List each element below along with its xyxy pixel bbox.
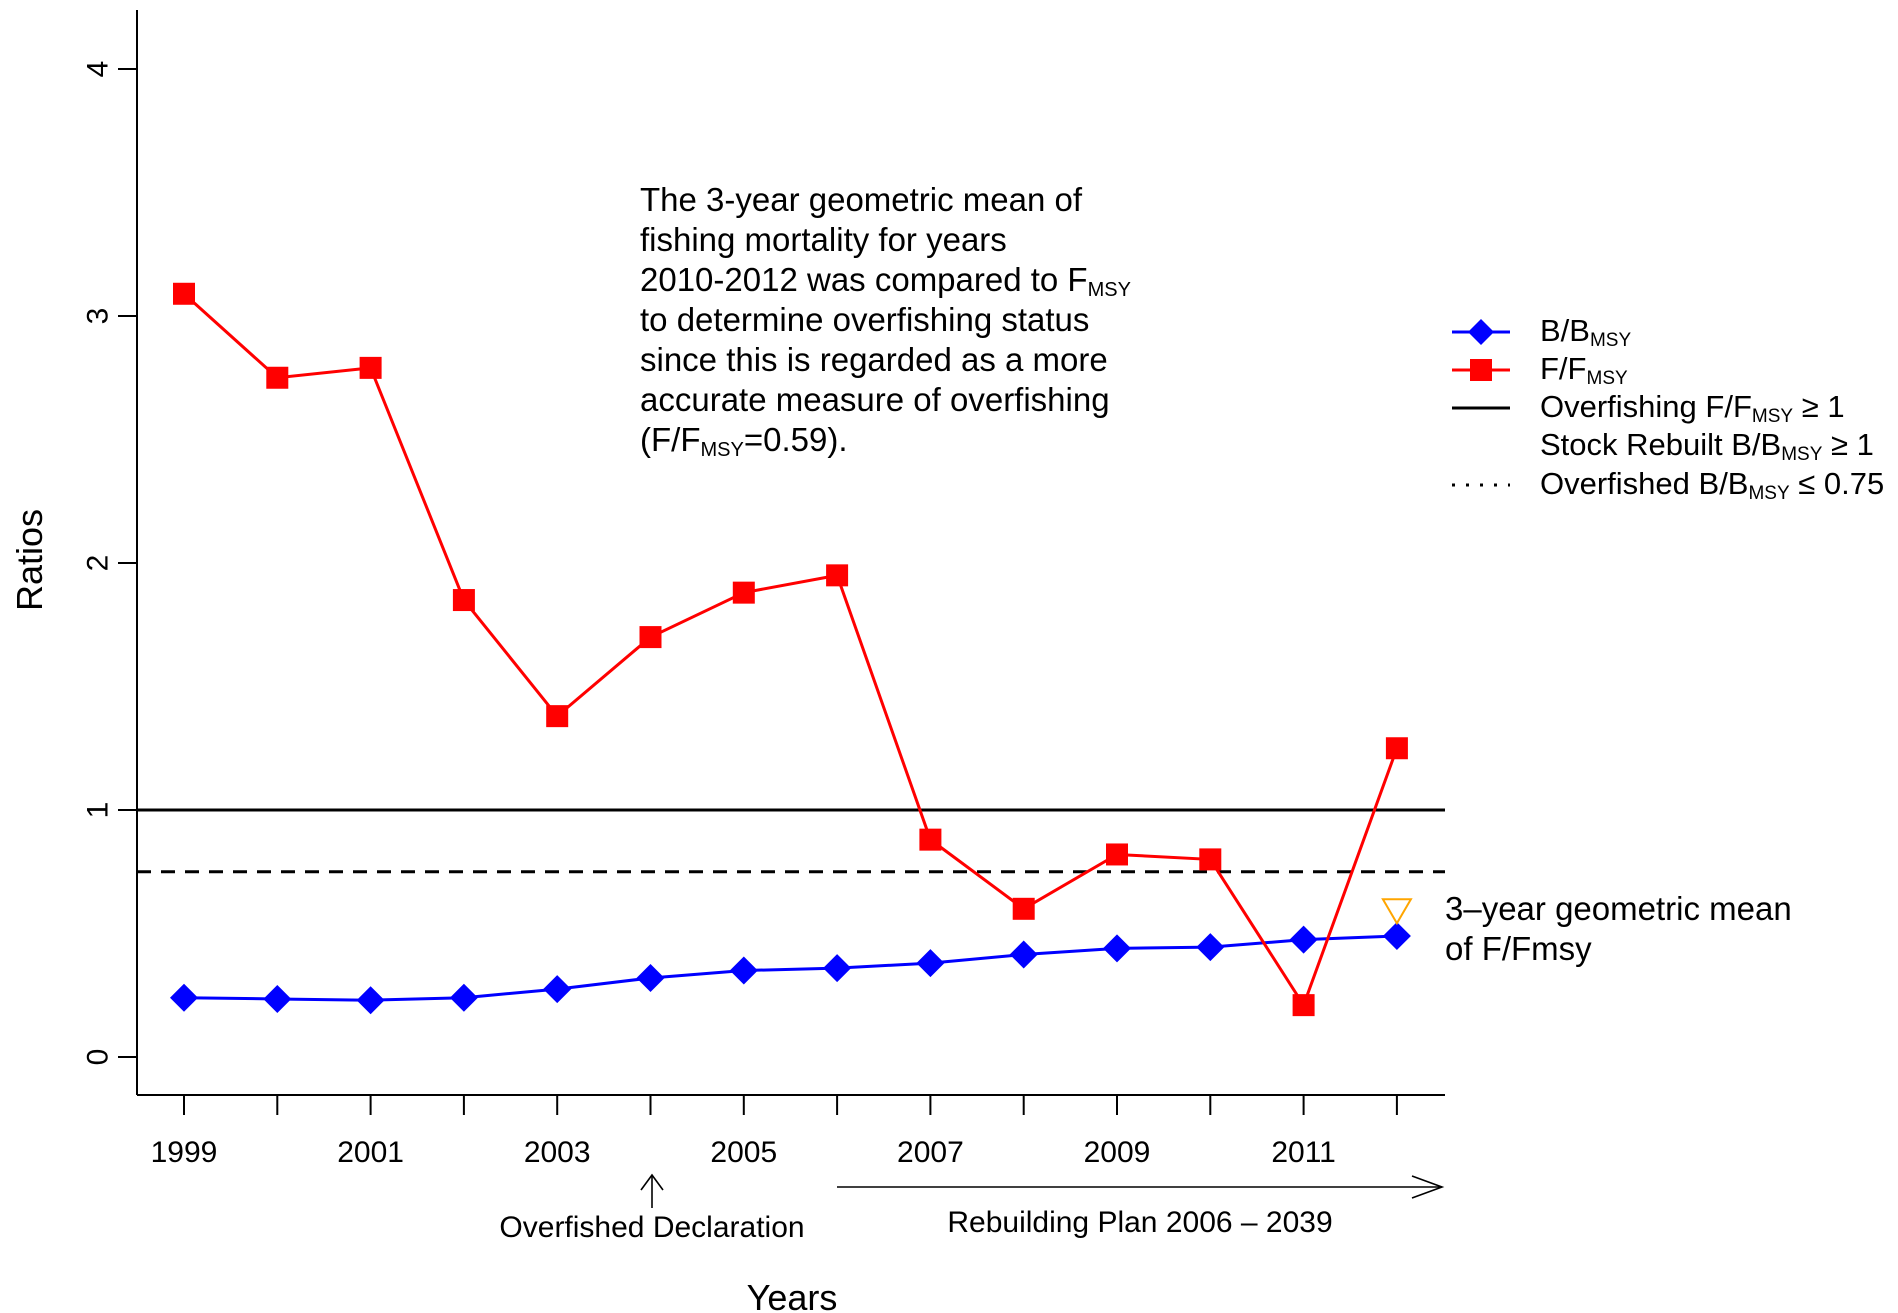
series-b-bmsy [170,921,1411,1015]
data-point [636,963,665,992]
x-axis-ticks: 1999 2001 2003 2005 2007 2009 2011 [151,1095,1398,1169]
geo-mean-marker [1381,898,1413,926]
reference-lines [137,808,1445,874]
legend-label-overfished: Overfished B/BMSY ≤ 0.75 [1540,466,1885,504]
data-point [1292,994,1315,1017]
x-axis-title: Years [747,1277,838,1313]
legend-label-rebuilt: Stock Rebuilt B/BMSY ≥ 1 [1540,427,1874,465]
y-tick-label: 1 [82,802,115,819]
data-point [356,986,385,1015]
data-point [263,984,292,1013]
legend-label-b: B/BMSY [1540,313,1632,351]
x-tick-label: 2007 [897,1136,964,1169]
geo-mean-label: 3–year geometric mean of F/Fmsy [1445,889,1792,969]
y-tick-label: 0 [82,1049,115,1066]
data-point [546,705,569,728]
series-f-fmsy [173,282,1408,1017]
overfished-declaration-label: Overfished Declaration [499,1211,804,1244]
y-axis-title: Ratios [9,509,50,611]
data-point [1382,921,1411,950]
data-point [1196,933,1225,962]
data-point [1289,925,1318,954]
y-tick-label: 4 [82,61,115,78]
annotation-line: 2010-2012 was compared to FMSY [640,261,1131,301]
data-point [1385,737,1408,760]
series-line [182,292,1399,1009]
data-point [916,949,945,978]
rebuilding-plan-arrow [837,1175,1445,1199]
data-point [826,564,849,587]
data-point [919,828,942,851]
data-point [1012,897,1035,920]
x-tick-label: 2003 [524,1136,591,1169]
y-axis-ticks: 0 1 2 3 4 [82,61,137,1066]
legend-f-marker [1470,359,1492,381]
rebuilding-plan-label: Rebuilding Plan 2006 – 2039 [947,1206,1332,1239]
legend-label-overfishing: Overfishing F/FMSY ≥ 1 [1540,389,1845,427]
geo-mean-label-line: of F/Fmsy [1445,930,1592,967]
annotation-line: The 3-year geometric mean of [640,181,1083,218]
data-point [452,589,475,612]
data-point [543,975,572,1004]
x-tick-label: 2011 [1271,1136,1336,1169]
legend-b-marker [1468,319,1494,345]
annotation-line: since this is regarded as a more [640,341,1108,378]
x-tick-label: 1999 [151,1136,218,1169]
data-point [449,983,478,1012]
data-point [359,356,382,379]
data-point [639,626,662,649]
series-line [183,934,1397,1002]
data-point [823,954,852,983]
annotation-text: The 3-year geometric mean of fishing mor… [640,180,1131,460]
plot-frame [136,10,1445,1096]
data-point [729,956,758,985]
data-point [732,581,755,604]
x-tick-label: 2009 [1084,1136,1151,1169]
annotation-line: fishing mortality for years [640,221,1007,258]
legend-symbols [1452,319,1510,487]
data-point [1103,934,1131,963]
data-point [1009,940,1038,969]
x-tick-label: 2001 [337,1136,404,1169]
legend-label-f: F/FMSY [1540,351,1628,389]
annotation-line: to determine overfishing status [640,301,1090,338]
data-point [1106,843,1128,866]
data-point [1199,848,1222,871]
annotation-line: (F/FMSY=0.59). [640,421,848,461]
geo-mean-marker-group [1381,898,1413,926]
overfished-declaration-arrow [640,1173,664,1208]
y-tick-label: 3 [82,308,115,325]
data-point [170,983,198,1012]
annotation-line: accurate measure of overfishing [640,381,1110,418]
geo-mean-label-line: 3–year geometric mean [1445,890,1792,927]
data-point [266,366,289,389]
y-tick-label: 2 [82,555,115,572]
data-point [173,282,195,305]
x-tick-label: 2005 [710,1136,777,1169]
